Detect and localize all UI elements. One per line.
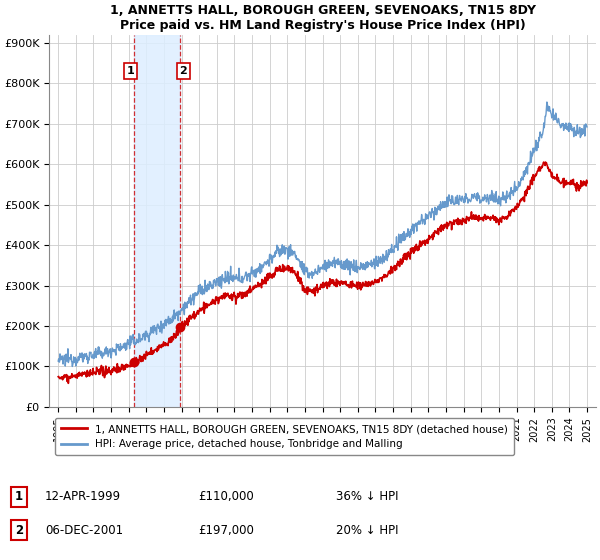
Bar [134,35,180,407]
Legend: 1, ANNETTS HALL, BOROUGH GREEN, SEVENOAKS, TN15 8DY (detached house), HPI: Avera: 1, ANNETTS HALL, BOROUGH GREEN, SEVENOAK… [55,418,514,455]
Text: £110,000: £110,000 [198,490,254,503]
Title: 1, ANNETTS HALL, BOROUGH GREEN, SEVENOAKS, TN15 8DY
Price paid vs. HM Land Regis: 1, ANNETTS HALL, BOROUGH GREEN, SEVENOAK… [110,4,536,32]
Text: 2: 2 [179,66,187,76]
Text: 1: 1 [15,490,23,503]
Text: 36% ↓ HPI: 36% ↓ HPI [336,490,398,503]
Text: 12-APR-1999: 12-APR-1999 [45,490,121,503]
Text: £197,000: £197,000 [198,524,254,536]
Text: 20% ↓ HPI: 20% ↓ HPI [336,524,398,536]
Text: 1: 1 [127,66,134,76]
Text: 2: 2 [15,524,23,536]
Text: 06-DEC-2001: 06-DEC-2001 [45,524,123,536]
